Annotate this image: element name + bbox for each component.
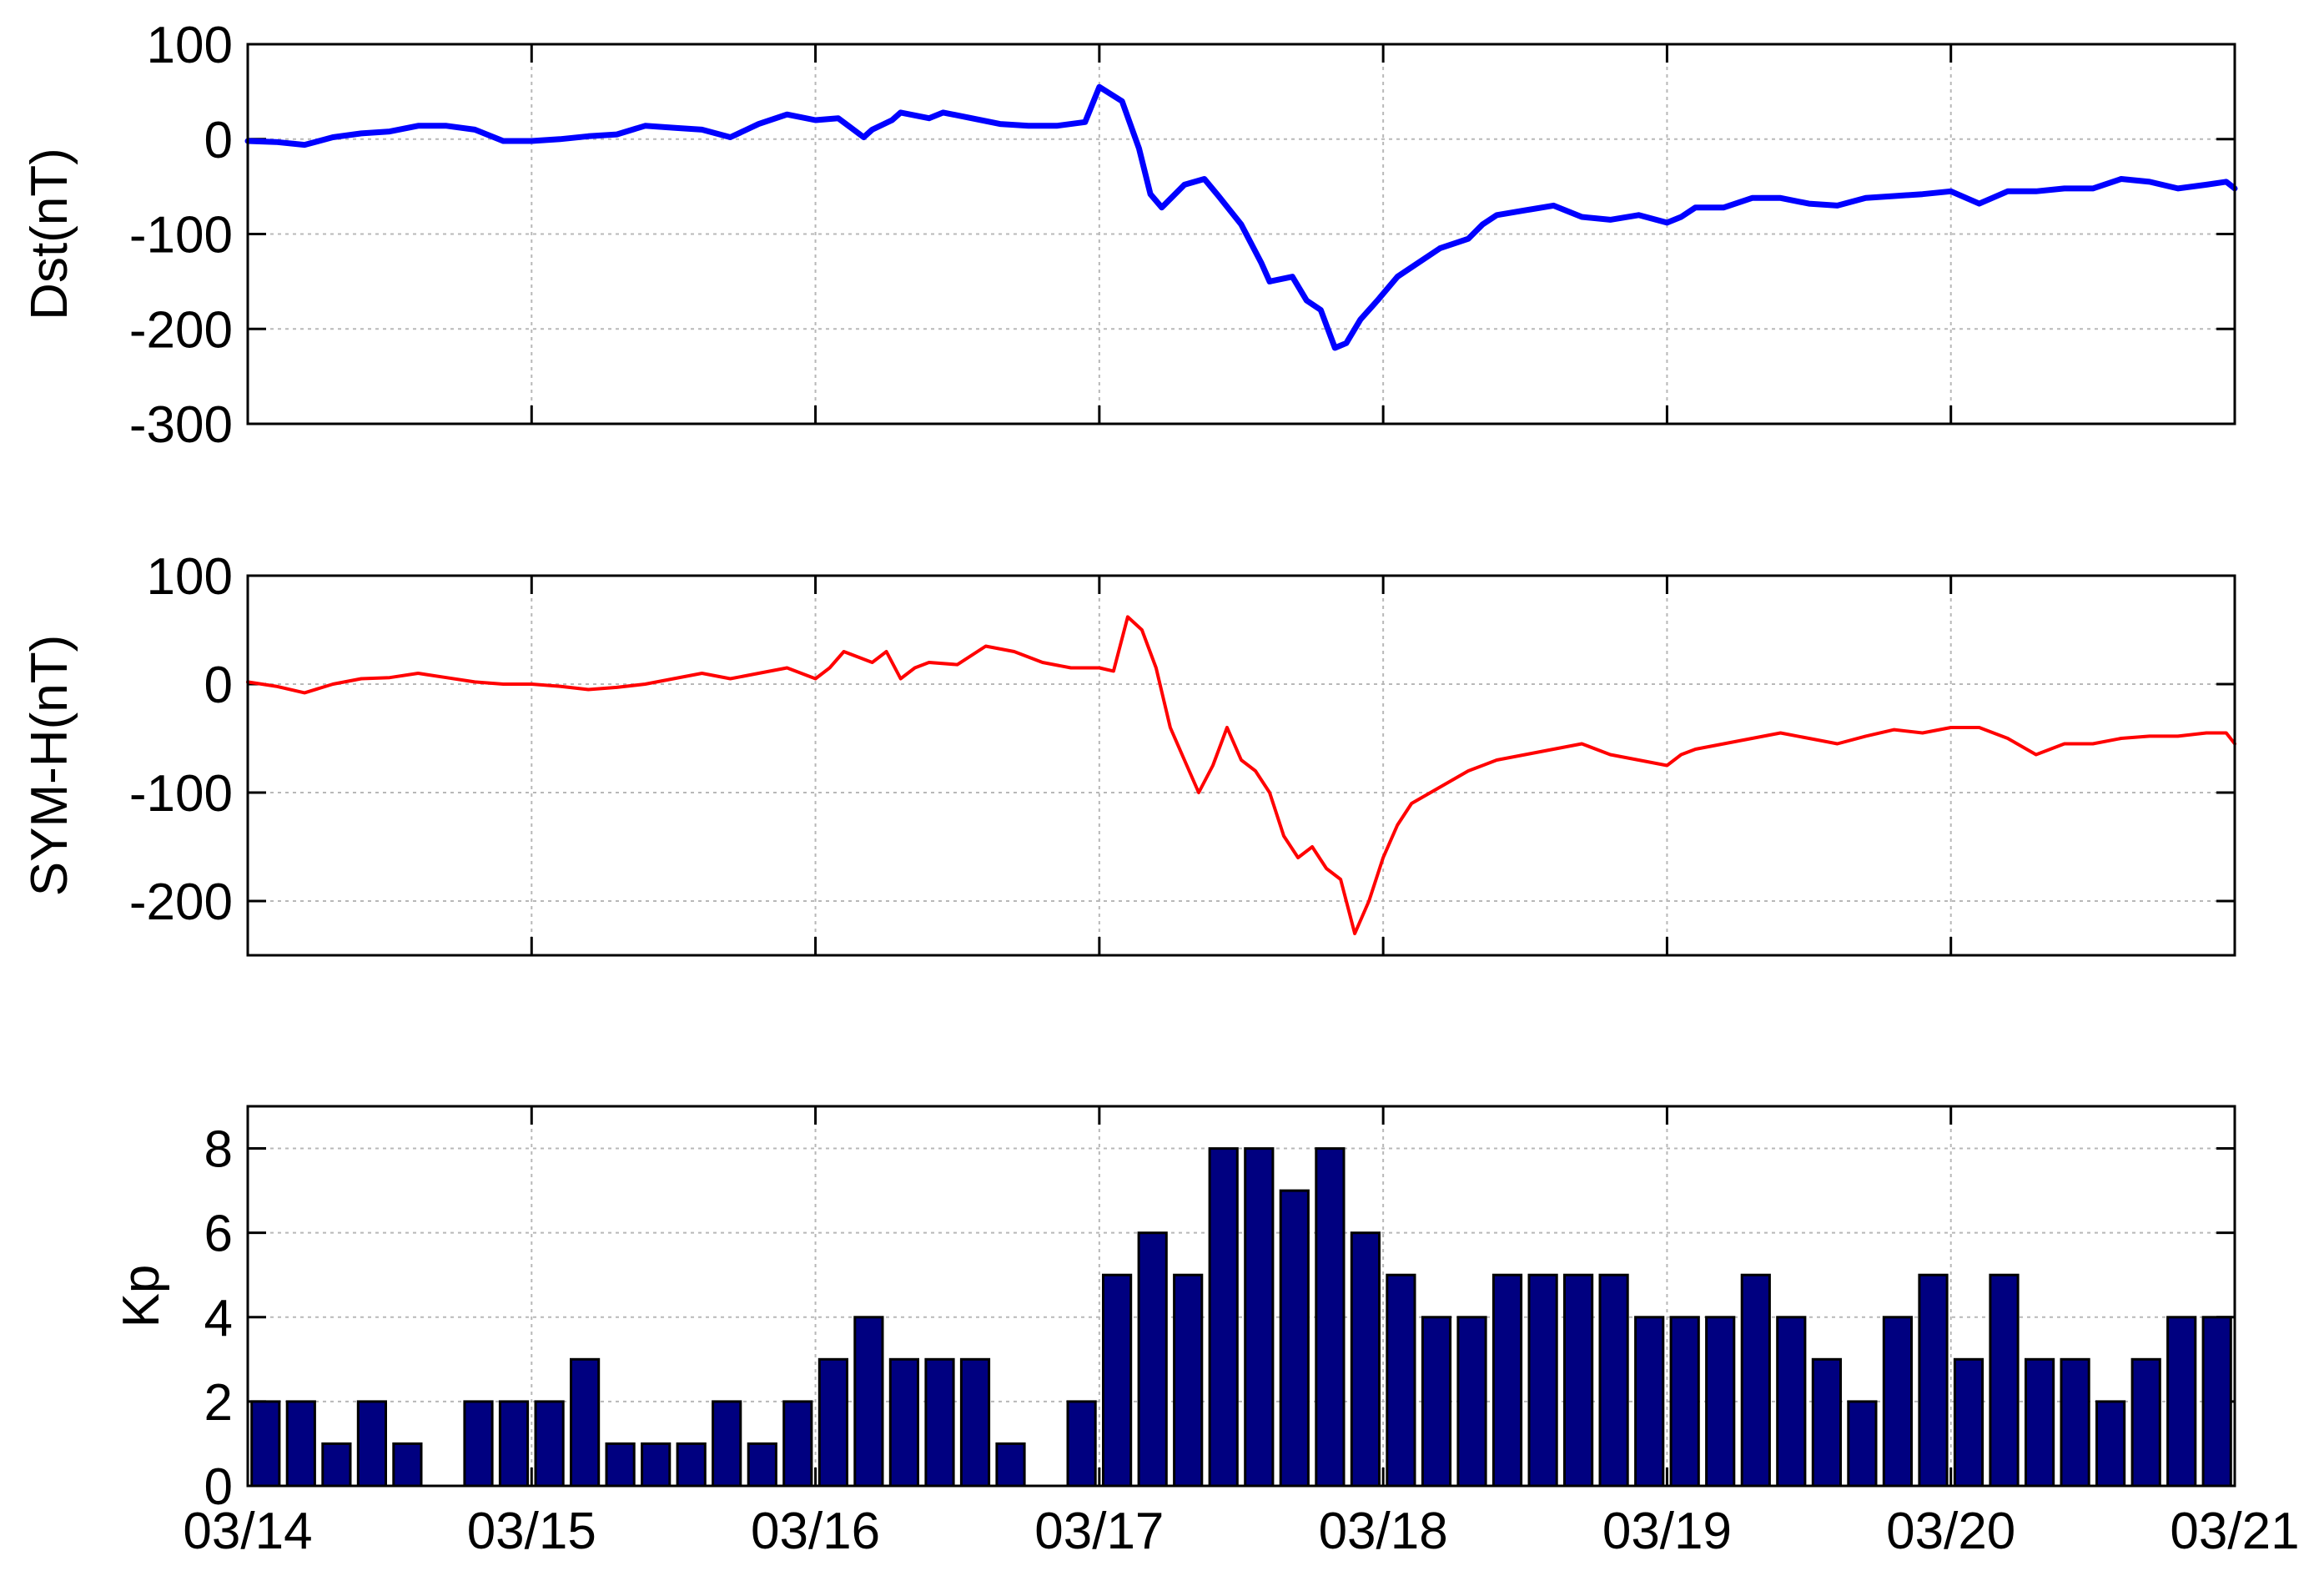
y-tick-label: -100 [129, 207, 233, 264]
kp-bar [1208, 1147, 1239, 1488]
y-tick-label: 0 [204, 112, 233, 169]
y-axis-label: Kp [113, 1265, 170, 1328]
kp-bar [1491, 1273, 1523, 1488]
y-tick-label: 0 [204, 1458, 233, 1516]
x-tick-label: 03/15 [467, 1503, 596, 1560]
x-tick-label: 03/17 [1034, 1503, 1164, 1560]
kp-bar [853, 1316, 884, 1488]
kp-bar [1279, 1189, 1310, 1488]
series-line-0 [246, 615, 2236, 935]
y-tick-label: -300 [129, 396, 233, 454]
y-tick-label: 100 [147, 17, 233, 74]
kp-bar [534, 1400, 565, 1488]
kp-bar [1421, 1316, 1452, 1488]
kp-bar [1705, 1316, 1736, 1488]
kp-bar [1137, 1231, 1168, 1488]
kp-bar [1066, 1400, 1097, 1488]
kp-bar [321, 1442, 352, 1488]
kp-bar [250, 1400, 281, 1488]
series-line-0 [244, 83, 2238, 351]
kp-bar [641, 1442, 672, 1488]
kp-bar [888, 1357, 920, 1488]
kp-bar [1918, 1273, 1949, 1488]
kp-bar [2201, 1316, 2232, 1488]
kp-bar [1634, 1316, 1665, 1488]
kp-bar [782, 1400, 813, 1488]
kp-bar [747, 1442, 777, 1488]
kp-bar [1244, 1147, 1275, 1488]
kp-bar [1669, 1316, 1700, 1488]
kp-bar [2095, 1400, 2126, 1488]
kp-bar [924, 1357, 955, 1488]
x-tick-label: 03/14 [183, 1503, 312, 1560]
kp-bar [676, 1442, 707, 1488]
kp-bar [712, 1400, 742, 1488]
kp-bar [1598, 1273, 1629, 1488]
y-tick-label: -200 [129, 301, 233, 359]
kp-bar [817, 1357, 848, 1488]
kp-bar [1563, 1273, 1594, 1488]
kp-bar [1386, 1273, 1416, 1488]
kp-bar [463, 1400, 494, 1488]
kp-bar [2130, 1357, 2161, 1488]
y-tick-label: 100 [147, 548, 233, 606]
kp-bar [392, 1442, 423, 1488]
kp-bar [1811, 1357, 1843, 1488]
plot-frame [246, 1105, 2236, 1488]
panel-kp: 0 2 4 6 8 03/14 03/15 03/16 03/17 03/18 03/19 03/20… [113, 1105, 2300, 1560]
kp-bar [959, 1357, 991, 1488]
kp-bar [1173, 1273, 1204, 1488]
kp-bar [2060, 1357, 2090, 1488]
kp-bar [285, 1400, 316, 1488]
kp-bar [1350, 1231, 1381, 1488]
x-tick-label: 03/16 [751, 1503, 880, 1560]
x-tick-label: 03/19 [1602, 1503, 1732, 1560]
kp-bar [1776, 1316, 1807, 1488]
kp-bar [2166, 1316, 2197, 1488]
y-tick-label: 2 [204, 1374, 233, 1432]
kp-bar [605, 1442, 636, 1488]
kp-bar [1989, 1273, 2020, 1488]
plot-frame [246, 43, 2236, 425]
y-tick-label: 6 [204, 1206, 233, 1263]
kp-bar [570, 1357, 601, 1488]
x-tick-label: 03/20 [1886, 1503, 2015, 1560]
kp-bar [1953, 1357, 1984, 1488]
x-tick-label: 03/21 [2170, 1503, 2299, 1560]
y-tick-label: -200 [129, 874, 233, 931]
kp-bar [1847, 1400, 1878, 1488]
kp-bar [1882, 1316, 1914, 1488]
x-tick-label: 03/18 [1319, 1503, 1448, 1560]
y-tick-label: 8 [204, 1121, 233, 1179]
plot-frame [246, 574, 2236, 957]
y-tick-label: 0 [204, 657, 233, 714]
kp-bar [1740, 1273, 1771, 1488]
kp-bar [1456, 1316, 1487, 1488]
y-tick-label: 4 [204, 1290, 233, 1347]
panel-sym-h-nt-: 100 0 -100 -200 SYM-H(nT) [21, 548, 2236, 957]
kp-bar [2025, 1357, 2055, 1488]
y-axis-label: SYM-H(nT) [21, 635, 78, 896]
kp-bar [1527, 1273, 1558, 1488]
y-axis-label: Dst(nT) [21, 148, 78, 320]
kp-bar [356, 1400, 387, 1488]
kp-bar [498, 1400, 530, 1488]
kp-bar [995, 1442, 1026, 1488]
kp-bar [1315, 1147, 1346, 1488]
kp-bar [1102, 1273, 1133, 1488]
y-tick-label: -100 [129, 765, 233, 823]
panel-dst-nt-: 100 0 -100 -200 -300 Dst(nT) [21, 17, 2238, 454]
